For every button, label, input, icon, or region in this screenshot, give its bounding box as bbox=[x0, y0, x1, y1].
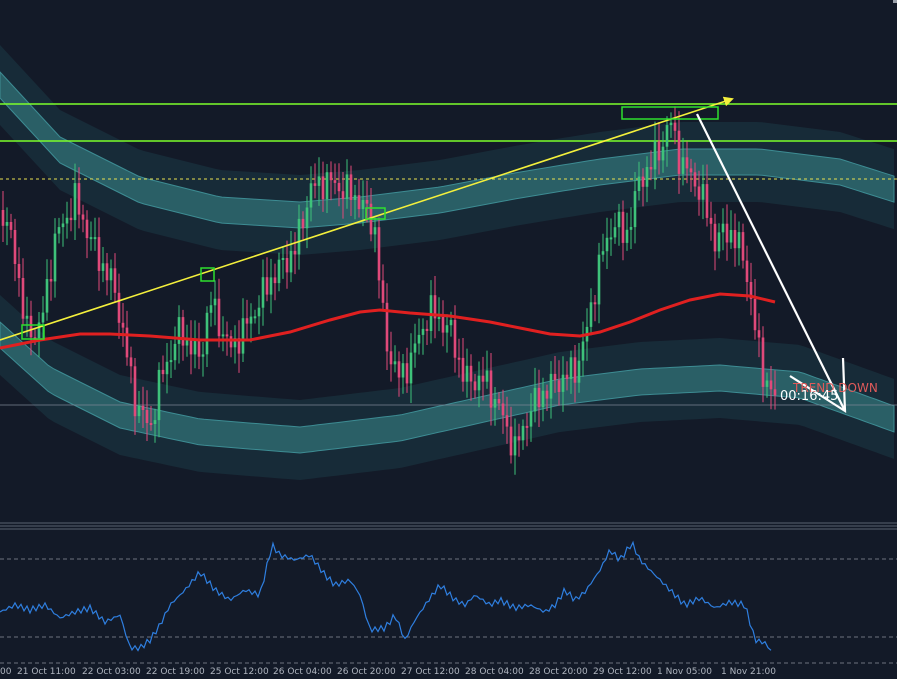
time-axis-label: 26 Oct 20:00 bbox=[337, 667, 396, 677]
time-axis-label: 26 Oct 04:00 bbox=[273, 667, 332, 677]
corner-marker bbox=[893, 0, 897, 3]
time-axis-label: 21 Oct 11:00 bbox=[17, 667, 76, 677]
pattern-box-3[interactable] bbox=[365, 207, 386, 220]
pattern-box-2[interactable] bbox=[200, 267, 215, 282]
moving-average-line bbox=[0, 292, 776, 350]
lower-channel-band bbox=[0, 295, 895, 480]
candle-countdown-timer: 00:16:45 bbox=[780, 389, 839, 404]
candlesticks bbox=[1, 106, 777, 475]
time-axis-label: 1 Nov 05:00 bbox=[657, 667, 712, 677]
trend-down-label: TREND DOWN bbox=[793, 381, 878, 395]
time-axis-label: 22 Oct 19:00 bbox=[146, 667, 205, 677]
time-axis-label: 27 Oct 12:00 bbox=[401, 667, 460, 677]
time-axis-label: 22 Oct 03:00 bbox=[82, 667, 141, 677]
time-axis-label: 28 Oct 04:00 bbox=[465, 667, 524, 677]
time-axis-label: 28 Oct 20:00 bbox=[529, 667, 588, 677]
time-axis: 00 21 Oct 11:00 22 Oct 03:00 22 Oct 19:0… bbox=[0, 666, 897, 679]
oscillator-line bbox=[0, 540, 772, 652]
pattern-box-1[interactable] bbox=[21, 324, 45, 340]
pattern-box-top[interactable] bbox=[621, 106, 719, 120]
time-axis-label: 25 Oct 12:00 bbox=[210, 667, 269, 677]
time-axis-label: 1 Nov 21:00 bbox=[721, 667, 776, 677]
time-axis-label: 29 Oct 12:00 bbox=[593, 667, 652, 677]
time-axis-label: 00 bbox=[0, 667, 12, 677]
projection-arrow-icon[interactable] bbox=[696, 113, 847, 414]
